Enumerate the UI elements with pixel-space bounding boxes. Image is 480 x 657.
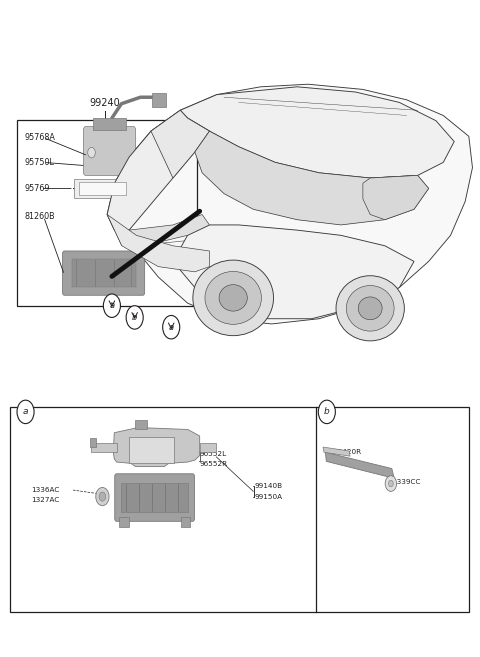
Text: 99140B: 99140B [254, 483, 282, 489]
Bar [93, 118, 126, 130]
Text: 96552R: 96552R [200, 461, 228, 467]
Text: 1339CC: 1339CC [392, 478, 420, 485]
Text: 95769: 95769 [24, 184, 49, 193]
Text: 95420R: 95420R [334, 449, 362, 455]
Circle shape [126, 306, 143, 329]
FancyBboxPatch shape [62, 251, 144, 295]
Bar [180, 518, 190, 526]
Polygon shape [195, 131, 429, 225]
Text: a: a [23, 407, 28, 417]
Polygon shape [107, 214, 209, 272]
Polygon shape [173, 225, 414, 319]
Polygon shape [114, 214, 209, 246]
Polygon shape [107, 110, 209, 230]
Ellipse shape [336, 276, 404, 341]
Circle shape [318, 400, 336, 424]
FancyBboxPatch shape [115, 474, 194, 521]
Ellipse shape [193, 260, 274, 336]
Bar [90, 438, 96, 447]
Polygon shape [200, 443, 216, 452]
Text: 81260B: 81260B [24, 212, 55, 221]
Bar [121, 483, 188, 512]
Bar [152, 93, 167, 107]
Text: a: a [109, 301, 114, 310]
Ellipse shape [205, 271, 262, 325]
Circle shape [99, 492, 106, 501]
Text: 95768A: 95768A [24, 133, 55, 142]
Bar [74, 179, 131, 198]
Text: 1327AC: 1327AC [31, 497, 60, 503]
Bar [72, 259, 136, 288]
Polygon shape [91, 443, 117, 452]
Text: a: a [168, 323, 174, 332]
Circle shape [103, 294, 120, 317]
Polygon shape [151, 110, 209, 178]
Text: b: b [324, 407, 330, 417]
Text: 99240: 99240 [89, 98, 120, 108]
Polygon shape [363, 175, 429, 219]
Circle shape [388, 480, 393, 487]
Bar [119, 518, 129, 526]
Bar [79, 182, 126, 195]
Bar [129, 438, 174, 463]
FancyBboxPatch shape [84, 127, 136, 175]
Circle shape [88, 147, 96, 158]
Circle shape [17, 400, 34, 424]
Polygon shape [113, 428, 200, 466]
Bar [17, 120, 197, 306]
Polygon shape [107, 84, 472, 324]
Text: b: b [132, 313, 137, 322]
Polygon shape [323, 447, 350, 456]
Bar [10, 407, 469, 612]
Ellipse shape [358, 297, 382, 320]
Polygon shape [180, 87, 454, 178]
Bar [135, 420, 146, 430]
Polygon shape [325, 452, 394, 478]
Ellipse shape [219, 284, 247, 311]
Circle shape [163, 315, 180, 339]
Ellipse shape [346, 286, 394, 331]
Text: 1336AC: 1336AC [31, 487, 60, 493]
Text: 99150A: 99150A [254, 493, 282, 499]
Circle shape [385, 476, 396, 491]
Circle shape [96, 487, 109, 506]
Text: 96552L: 96552L [200, 451, 227, 457]
Text: 95750L: 95750L [24, 158, 54, 167]
